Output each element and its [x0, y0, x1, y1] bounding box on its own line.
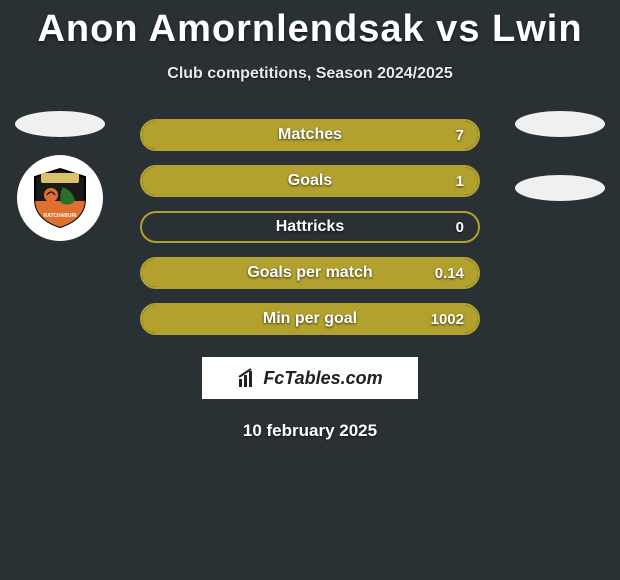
stat-label: Hattricks	[276, 218, 344, 236]
comparison-chart: RATCHABURI Matches 7 Goals 1 Hattricks 0…	[0, 119, 620, 335]
stat-label: Goals per match	[247, 264, 372, 282]
date-text: 10 february 2025	[0, 421, 620, 441]
page-title: Anon Amornlendsak vs Lwin	[0, 0, 620, 51]
subtitle: Club competitions, Season 2024/2025	[0, 65, 620, 83]
left-player-col: RATCHABURI	[10, 111, 110, 241]
stat-value: 1	[456, 173, 464, 190]
avatar-placeholder	[515, 111, 605, 137]
brand-logo: FcTables.com	[202, 357, 418, 399]
shield-icon: RATCHABURI	[27, 165, 93, 231]
stat-value: 7	[456, 127, 464, 144]
stat-value: 0.14	[435, 265, 464, 282]
stat-bar: Min per goal 1002	[140, 303, 480, 335]
stat-bars: Matches 7 Goals 1 Hattricks 0 Goals per …	[140, 119, 480, 335]
svg-text:RATCHABURI: RATCHABURI	[44, 213, 78, 219]
stat-bar: Matches 7	[140, 119, 480, 151]
avatar-placeholder	[15, 111, 105, 137]
right-player-col	[510, 111, 610, 201]
club-badge: RATCHABURI	[17, 155, 103, 241]
stat-label: Min per goal	[263, 310, 357, 328]
brand-text: FcTables.com	[263, 368, 382, 389]
stat-bar: Goals 1	[140, 165, 480, 197]
club-placeholder-icon	[515, 175, 605, 201]
stat-label: Goals	[288, 172, 332, 190]
bars-chart-icon	[237, 367, 259, 389]
stat-bar: Hattricks 0	[140, 211, 480, 243]
stat-value: 0	[456, 219, 464, 236]
stat-label: Matches	[278, 126, 342, 144]
stat-bar: Goals per match 0.14	[140, 257, 480, 289]
stat-value: 1002	[431, 311, 464, 328]
